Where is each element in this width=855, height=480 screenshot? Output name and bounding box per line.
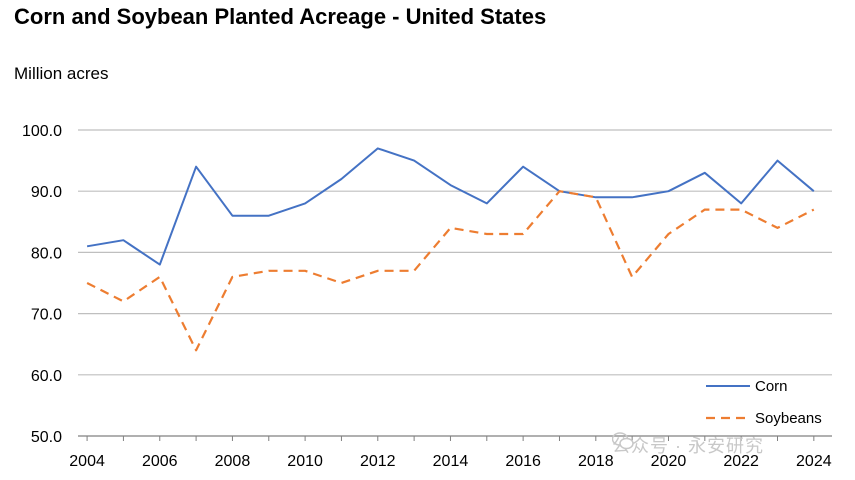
x-tick-label: 2016: [505, 453, 541, 470]
x-tick-label: 2014: [433, 453, 469, 470]
x-tick-label: 2018: [578, 453, 614, 470]
x-tick-label: 2004: [69, 453, 105, 470]
watermark-text: 公众号 · 永安研究: [612, 436, 764, 456]
y-tick-label: 90.0: [31, 184, 62, 201]
x-tick-label: 2020: [651, 453, 687, 470]
x-tick-label: 2022: [723, 453, 759, 470]
series-line-soybeans: [86, 190, 815, 352]
chart-title: Corn and Soybean Planted Acreage - Unite…: [14, 4, 547, 29]
legend-label-soybeans: Soybeans: [755, 410, 822, 427]
y-tick-label: 50.0: [31, 429, 62, 446]
x-tick-label: 2010: [287, 453, 323, 470]
y-tick-label: 80.0: [31, 245, 62, 262]
series-line-corn: [86, 147, 815, 266]
x-tick-label: 2024: [796, 453, 832, 470]
y-tick-label: 70.0: [31, 307, 62, 324]
x-tick-label: 2008: [215, 453, 251, 470]
y-tick-label: 60.0: [31, 368, 62, 385]
y-axis-label: Million acres: [14, 64, 109, 83]
watermark: 公众号 · 永安研究: [612, 432, 764, 458]
y-tick-label: 100.0: [22, 123, 62, 140]
legend-label-corn: Corn: [755, 378, 788, 395]
x-tick-label: 2006: [142, 453, 178, 470]
wechat-icon: [612, 432, 634, 450]
x-tick-label: 2012: [360, 453, 396, 470]
